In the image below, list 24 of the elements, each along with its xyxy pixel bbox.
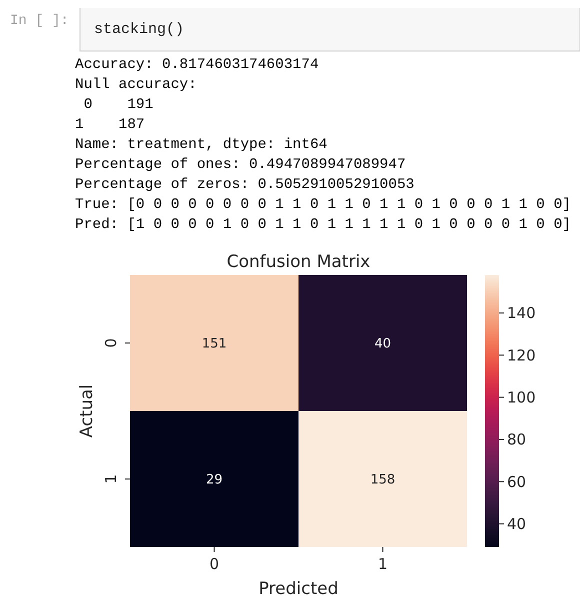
text: Pred: [1 0 0 0 0 1 0 0 1 1 0 1 1 1 1 1 0 1 0 0 0 0 1 0 0] — [75, 217, 571, 233]
color-bar-label: 120 — [507, 346, 536, 364]
color-bar-label: 140 — [507, 304, 536, 322]
data-label: 158 — [370, 472, 396, 488]
text: True: [0 0 0 0 0 0 0 0 1 1 0 1 1 0 1 1 0 1 0 0 0 1 1 0 0] — [75, 197, 571, 213]
y-axis-title: Actual — [77, 384, 97, 438]
text: In [ ]: — [10, 13, 69, 29]
data-label: 151 — [202, 336, 227, 352]
color-bar-label: 80 — [507, 430, 526, 449]
data-label: 29 — [206, 472, 223, 488]
text: Percentage of ones: 0.4947089947089947 — [75, 157, 406, 173]
chart-title: Confusion Matrix — [226, 252, 370, 272]
color-bar-label: 60 — [507, 472, 526, 491]
text: Accuracy: 0.8174603174603174 — [75, 57, 319, 73]
data-label: 40 — [374, 336, 392, 352]
text: 1 187 — [75, 117, 145, 133]
text: Name: treatment, dtype: int64 — [75, 137, 328, 153]
text: Null accuracy: — [75, 77, 197, 93]
x-axis-title: Predicted — [258, 579, 338, 599]
text: Percentage of zeros: 0.5052910052910053 — [75, 177, 414, 193]
color-bar-label: 40 — [507, 515, 526, 534]
color-bar-label: 100 — [507, 388, 536, 407]
text: stacking() — [94, 21, 184, 38]
text: 0 191 — [75, 97, 154, 113]
